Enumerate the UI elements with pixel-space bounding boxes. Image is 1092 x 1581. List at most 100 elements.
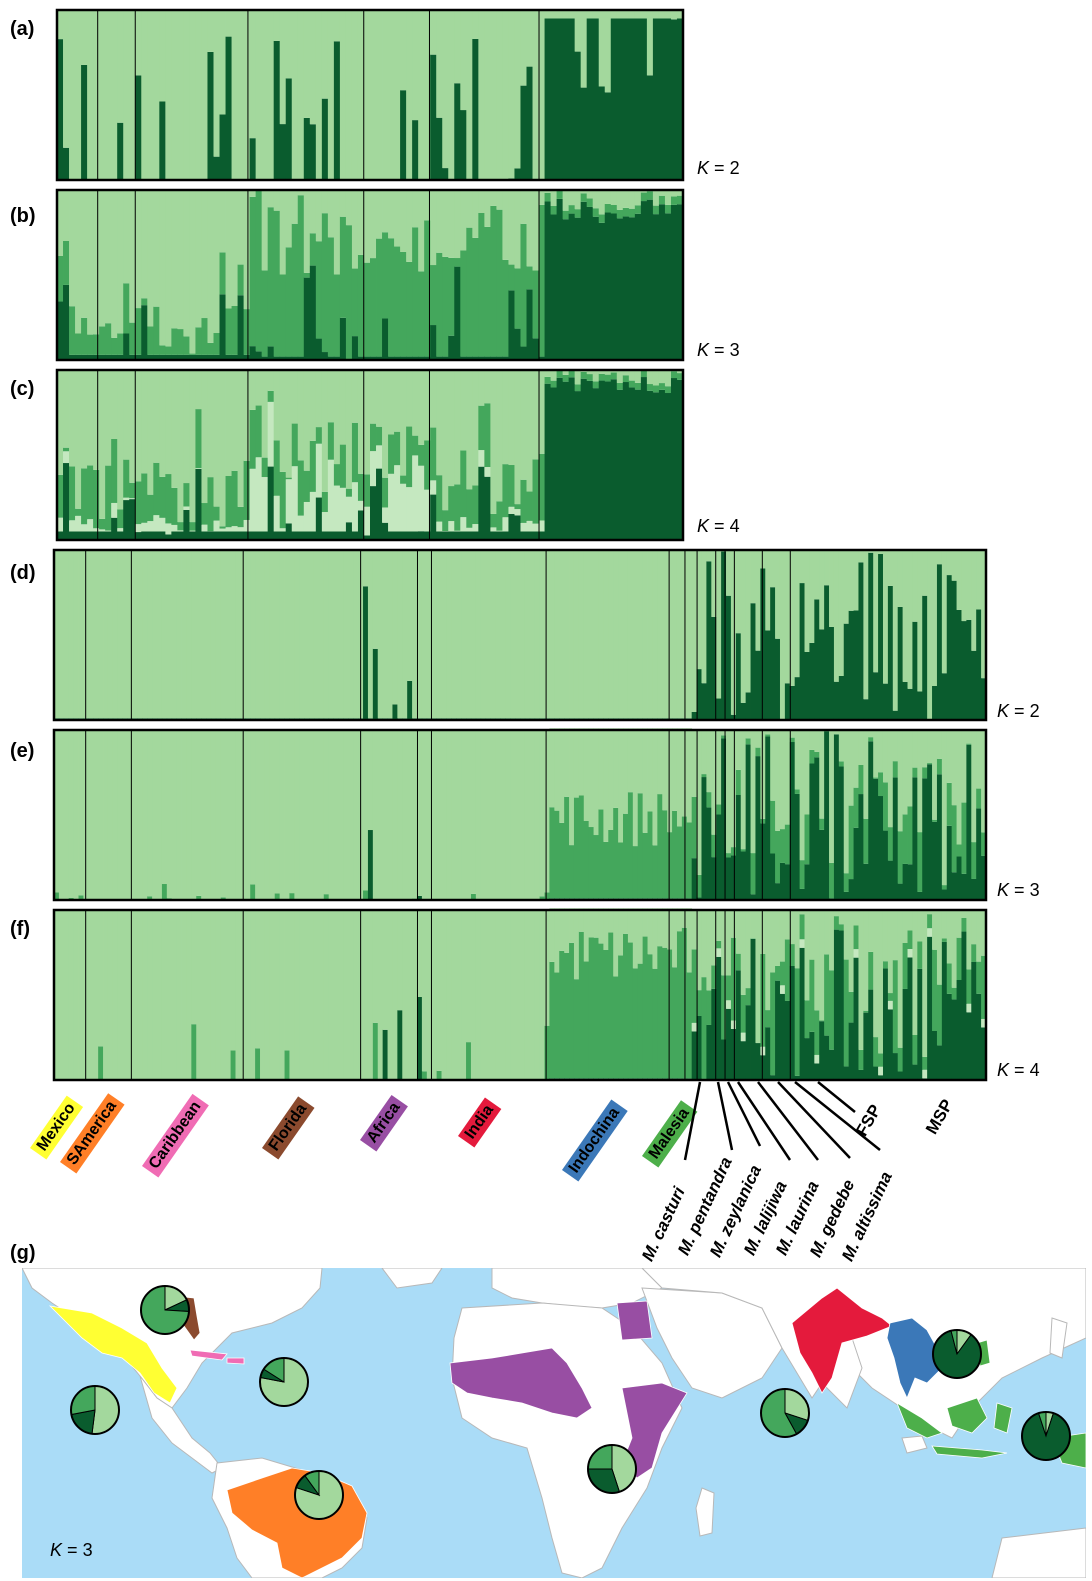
bar-segment [691,910,697,950]
bar-segment [382,522,389,540]
bar-segment [664,18,672,180]
bar-segment [887,1009,894,1080]
bar-segment [397,1010,403,1080]
bar-segment [610,190,618,205]
bar-segment [213,156,220,180]
bar-segment [147,494,154,522]
bar-segment [147,531,154,540]
bar-segment [628,18,636,180]
bar-segment [54,730,60,893]
bar-panel-d [52,548,988,722]
bar-segment [568,10,576,19]
bar-segment [932,1031,938,1080]
bar-segment [412,910,418,1080]
map-pie-charts [70,1285,1071,1520]
bar-segment [789,944,796,966]
bar-segment [159,354,166,360]
bar-segment [135,524,142,533]
bar-segment [882,961,889,969]
bar-segment [195,190,202,328]
bar-segment [789,910,796,945]
bar-segment [496,530,503,532]
bar-segment [652,370,660,386]
bar-segment [69,466,76,521]
bar-segment [562,374,570,382]
bar-segment [466,489,473,528]
bar-segment [981,955,987,1019]
bar-segment [853,787,859,828]
bar-segment [147,326,154,355]
bar-segment [237,370,244,507]
bar-segment [819,629,825,720]
bar-segment [189,354,196,360]
bar-segment [966,744,972,900]
bar-segment [907,806,913,865]
bar-segment [956,980,962,1080]
bar-segment [430,494,437,540]
bar-segment [936,730,943,759]
bar-segment [327,356,335,360]
bar-segment [107,730,114,900]
bar-segment [177,329,184,355]
bar-segment [171,370,178,488]
bar-segment [526,491,533,521]
bar-segment [466,527,473,532]
bar-segment [658,190,666,196]
bar-segment [189,190,196,354]
bar-segment [249,10,257,139]
bar-segment [532,459,539,524]
bar-segment [207,190,214,343]
bar-segment [804,910,810,1001]
bar-segment [627,792,634,899]
bar-segment [260,730,266,900]
bar-segment [961,910,967,918]
bar-segment [243,309,251,355]
bar-segment [912,777,918,900]
bar-segment [171,190,178,329]
bar-segment [418,531,425,540]
bar-segment [111,438,118,503]
bar-segment [966,1012,972,1080]
bar-panel-a [55,8,685,182]
bar-segment [667,550,673,719]
bar-segment [225,10,232,37]
bar-segment [117,333,124,355]
bar-segment [299,730,305,900]
bar-segment [907,957,913,1080]
bar-segment [495,550,501,719]
bar-segment [177,530,184,532]
bar-segment [740,849,747,852]
pie-outline [140,1285,190,1335]
region-caribbean-1 [189,1349,228,1361]
bar-segment [485,730,491,900]
bar-segment [475,910,482,1080]
bar-segment [430,54,437,180]
bar-segment [882,683,889,720]
bar-segment [520,531,527,540]
bar-segment [69,520,76,532]
bar-segment [382,910,388,1030]
bar-segment [466,190,473,228]
bar-segment [956,730,962,845]
bar-segment [426,730,433,900]
bar-segment [249,468,257,532]
bar-segment [610,213,618,360]
bar-segment [189,353,196,355]
bar-segment [213,520,220,532]
bar-segment [853,610,859,720]
bar-segment [912,621,918,720]
bar-segment [887,993,894,1001]
bar-segment [289,550,295,719]
bar-segment [603,841,609,899]
bar-segment [448,521,455,532]
bar-segment [122,550,128,719]
bar-segment [646,390,654,540]
bar-segment [794,550,800,678]
bar-segment [618,842,624,899]
bar-segment [873,730,879,778]
panel-letter-e: (e) [10,740,35,762]
bar-segment [510,910,516,1080]
bar-segment [574,190,582,210]
bar-segment [171,550,178,719]
bar-segment [321,10,329,99]
